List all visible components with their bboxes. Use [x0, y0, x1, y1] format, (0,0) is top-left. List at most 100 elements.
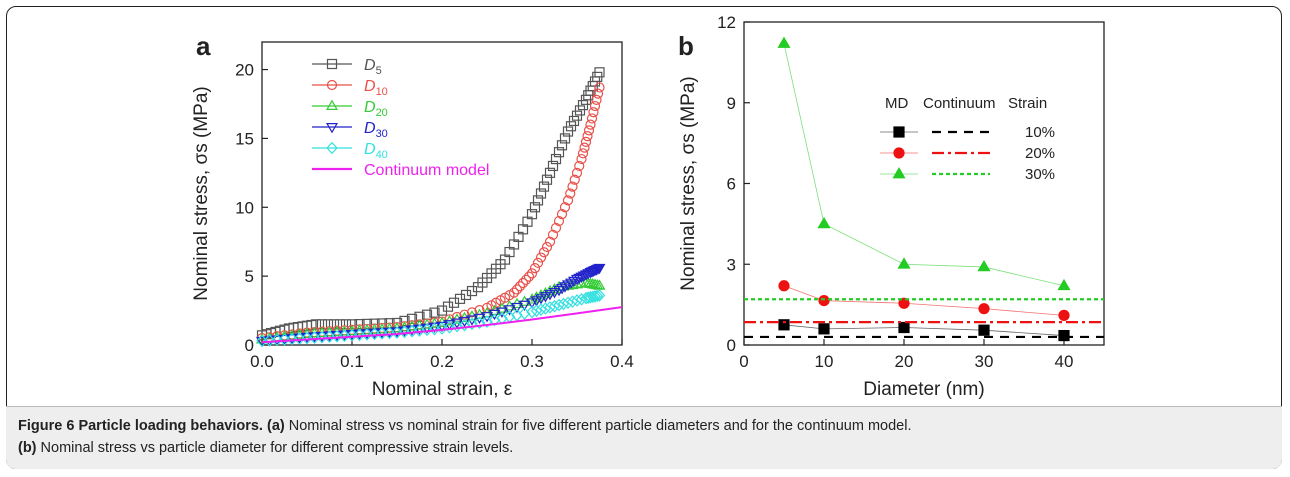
series-D40-point	[566, 295, 579, 308]
series-D30-point	[496, 307, 508, 318]
md-point-20%	[978, 303, 990, 315]
series-D5-point	[571, 110, 583, 121]
legend-label-D10: D10	[364, 78, 388, 98]
series-D5-point	[594, 67, 605, 78]
series-D10-point	[567, 181, 578, 192]
series-D30-point	[518, 300, 531, 311]
panel-b-ticks: 0 10 20 30 40 0 3 6 9 12	[717, 13, 1073, 371]
series-D10-point	[520, 274, 532, 285]
legend-md-marker-30%	[892, 167, 906, 179]
caption-label: Figure 6	[18, 418, 75, 434]
legend-md-marker-20%	[893, 147, 905, 159]
series-D30-point	[559, 282, 571, 293]
series-D10-point	[580, 136, 592, 147]
a-y-tick-label: 10	[235, 198, 254, 217]
series-D30-point	[571, 274, 583, 286]
panel-a-x-axis-label: Nominal strain, ε	[372, 379, 513, 400]
series-D30-point	[575, 272, 588, 283]
series-D40-point	[586, 290, 599, 304]
b-y-tick-label: 3	[727, 255, 736, 274]
series-D40-point	[562, 296, 574, 310]
figure-caption: Figure 6 Particle loading behaviors. (a)…	[6, 406, 1282, 469]
legend-marker-D40	[326, 141, 338, 155]
series-D30-point	[587, 266, 600, 277]
series-D5-point	[556, 140, 568, 151]
series-D30-point	[535, 294, 547, 305]
series-D30-point	[577, 271, 590, 282]
series-D30-point	[562, 280, 574, 291]
a-y-tick-label: 20	[235, 61, 254, 80]
legend-header-Strain: Strain	[1008, 95, 1047, 112]
series-D30-point	[584, 268, 597, 279]
series-D40-point	[553, 298, 565, 312]
series-D10-point	[583, 125, 595, 136]
series-D10-point	[574, 160, 585, 172]
series-D10-point	[541, 241, 553, 253]
panel-a-ticks: 0.0 0.1 0.2 0.3 0.4 0 5 10 15 20	[235, 61, 634, 371]
series-D30-point	[473, 313, 486, 325]
continuum-model-line	[261, 306, 623, 344]
a-x-tick-label: 0.1	[340, 352, 364, 371]
series-D5-point	[562, 126, 574, 137]
series-D40-point	[591, 289, 604, 303]
series-D10-point	[508, 287, 520, 298]
b-x-tick-label: 10	[815, 352, 834, 371]
a-x-tick-label: 0.3	[520, 352, 544, 371]
series-D10-point	[559, 202, 571, 213]
md-point-10%	[978, 324, 990, 336]
series-D5-point	[547, 160, 559, 172]
b-x-tick-label: 30	[975, 352, 994, 371]
series-D10-point	[562, 195, 574, 206]
series-D30-point	[503, 305, 516, 316]
legend-label-D20: D20	[364, 99, 388, 119]
b-y-tick-label: 0	[727, 336, 736, 355]
legend-marker-D10	[326, 79, 338, 91]
series-D40-point	[593, 289, 606, 302]
series-D10-point	[592, 88, 604, 99]
series-D10-point	[579, 142, 590, 153]
series-D30-point	[530, 296, 543, 307]
panel-b-x-axis-label: Diameter (nm)	[863, 379, 984, 400]
b-y-tick-label: 9	[727, 94, 736, 113]
series-D30-point	[573, 273, 586, 285]
series-D40-point	[535, 303, 547, 316]
series-D10-point	[538, 247, 550, 258]
series-D10-point	[523, 271, 535, 282]
b-y-tick-label: 12	[717, 13, 736, 32]
series-D30-point	[592, 264, 604, 275]
series-D30-point	[511, 302, 523, 314]
caption-title: Particle loading behaviors.	[78, 418, 263, 434]
legend-marker-D20	[326, 99, 338, 110]
series-D5-point	[529, 202, 541, 213]
series-D10-point	[514, 281, 526, 292]
series-D30-point	[539, 292, 552, 303]
series-D10-point	[529, 263, 541, 274]
series-D30-point	[548, 288, 561, 299]
caption-line-2: (b) Nominal stress vs particle diameter …	[18, 437, 1270, 459]
md-point-30%	[817, 216, 831, 229]
md-point-30%	[977, 259, 991, 272]
md-point-10%	[898, 321, 910, 334]
panel-b-letter: b	[678, 31, 694, 61]
legend-label-Continuum model: Continuum model	[364, 162, 489, 179]
caption-line-1: Figure 6 Particle loading behaviors. (a)…	[18, 415, 1270, 437]
series-D30-point	[586, 267, 598, 278]
series-D40-point	[548, 299, 561, 313]
series-D40-point	[530, 304, 543, 318]
caption-tag-a: (a)	[267, 418, 285, 434]
panel-b-plot-area	[743, 21, 1105, 346]
series-D10-point	[585, 119, 596, 130]
md-point-10%	[1058, 329, 1070, 342]
series-D40-point	[557, 297, 570, 311]
series-D10-point	[466, 307, 478, 318]
series-D10-point	[553, 215, 565, 227]
panel-a-letter: a	[196, 31, 211, 61]
series-D5-point	[406, 313, 418, 324]
series-D30-point	[466, 315, 478, 326]
series-D5-point	[550, 153, 562, 165]
legend-strain-10%: 10%	[1025, 124, 1055, 141]
b-y-tick-label: 6	[727, 175, 736, 194]
a-x-tick-label: 0.0	[250, 352, 274, 371]
series-D10-point	[571, 167, 583, 178]
